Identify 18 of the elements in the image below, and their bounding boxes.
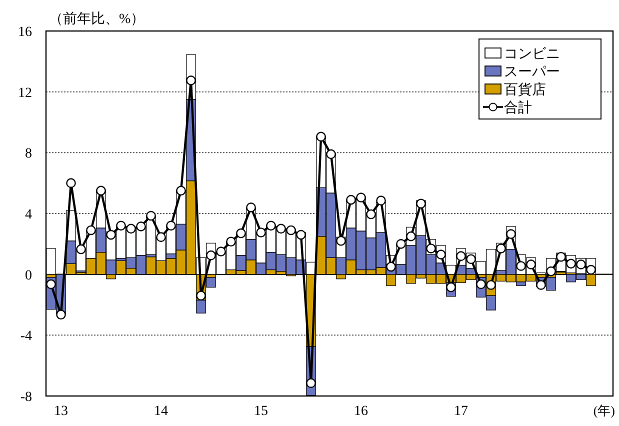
y-tick-label: 4 [25,208,32,222]
y-tick-label: 16 [18,25,32,40]
x-tick-label: 15 [254,404,268,419]
x-tick-label: 13 [54,404,68,419]
y-tick-label: -8 [20,390,32,405]
x-tick-label: 17 [454,404,468,419]
legend-label: コンビニ [504,46,560,62]
x-tick-label: 14 [154,404,168,419]
y-tick-label: 0 [25,268,32,284]
legend-label: 百貨店 [504,82,546,98]
y-tick-label: -4 [20,329,32,344]
y-axis-title: （前年比、%） [49,11,145,27]
legend-label: スーパー [504,65,560,80]
x-axis-title: (年) [593,403,615,418]
y-tick-label: 8 [25,146,32,162]
legend-label: 合計 [504,100,532,116]
y-tick-label: 12 [18,86,32,101]
x-tick-label: 16 [354,404,368,419]
